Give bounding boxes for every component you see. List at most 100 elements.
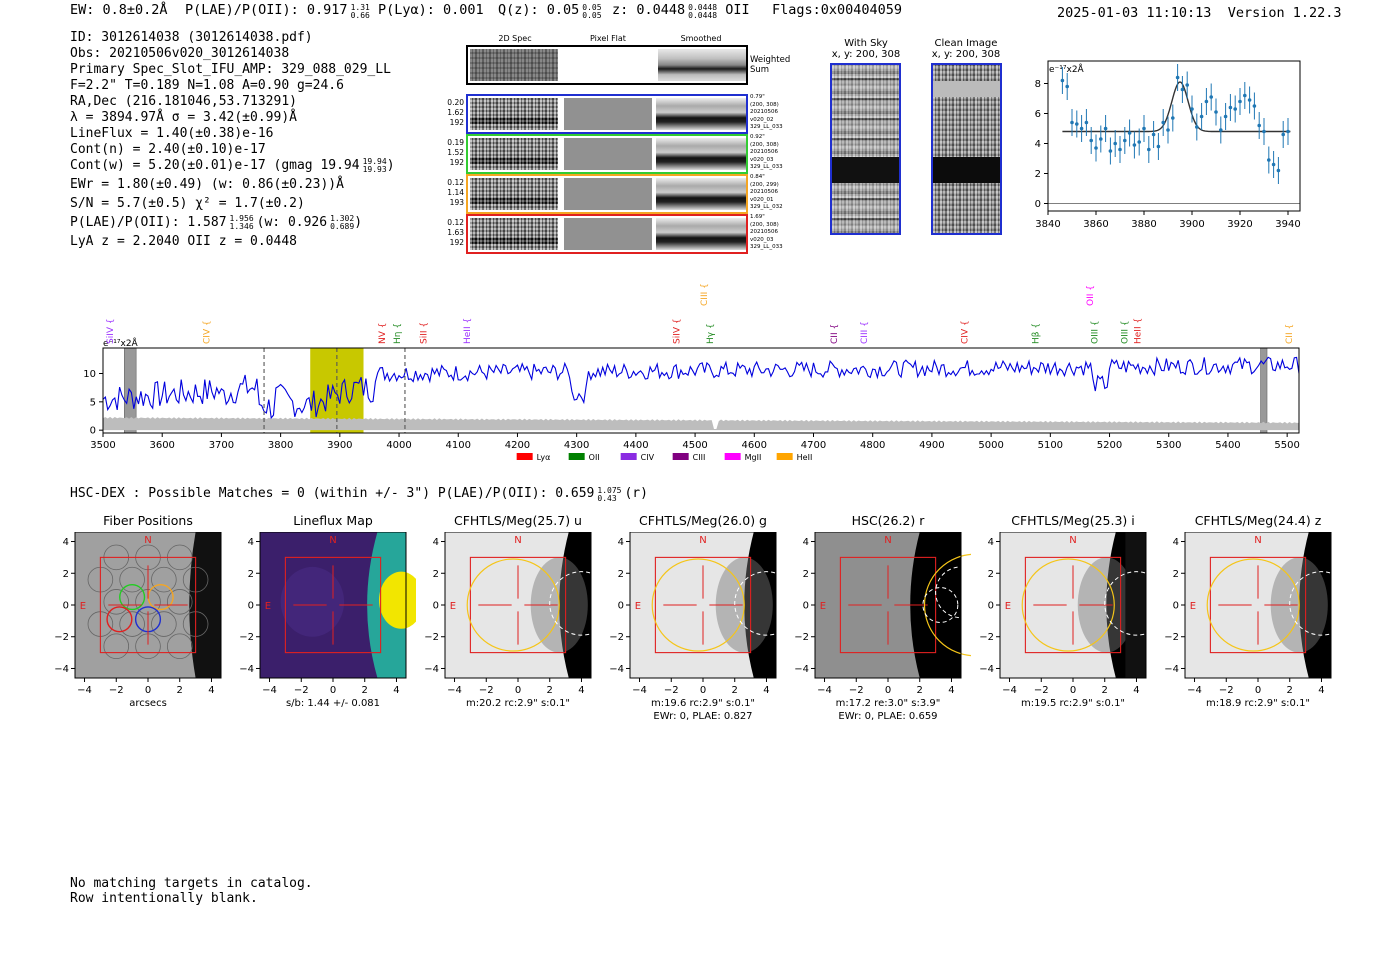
panel-xtick-label: 2 [732, 685, 738, 696]
fit-point [1281, 132, 1285, 137]
fit-point [1209, 95, 1213, 99]
cutout-right-value: 20210506 [750, 109, 778, 115]
spectral-line-text: OIII { [1091, 320, 1101, 344]
panel-g: N E 4 2 0 −2 −4 −4 −2 0 2 4 m:19.6 rc:2.9" s:0.1" EWr… [609, 532, 786, 722]
fit-point [1267, 158, 1271, 162]
panel-ytick-label: 4 [803, 537, 809, 548]
fit-point [1190, 107, 1194, 111]
neighbor-circle [935, 566, 971, 619]
fit-point [1219, 128, 1223, 132]
panel-ytick-label: −2 [979, 632, 994, 643]
header-qz: Q(z): 0.05 0.05 0.05 [498, 2, 602, 20]
cutout-row-3 [466, 174, 748, 214]
fiber-circle [166, 633, 193, 660]
cutout-right-value: (200, 308) [750, 141, 779, 148]
hsc-dex-summary: HSC-DEX : Possible Matches = 0 (within +… [70, 486, 648, 503]
panel-xtick-label: −2 [1034, 685, 1049, 696]
compass-n: N [514, 535, 521, 546]
panel-xlabel: arcsecs [129, 698, 167, 709]
spectral-line-label: CIII { [700, 283, 710, 306]
panel-bright-source [559, 532, 591, 678]
spectral-line-text: OIII { [1120, 320, 1130, 344]
panel-xtick-label: 0 [330, 685, 336, 696]
spectral-line-text: CII { [1285, 324, 1295, 344]
spectrum-xtick-label: 3900 [327, 440, 352, 451]
fit-point [1089, 138, 1093, 143]
with-sky-trace [832, 157, 899, 183]
panel-ytick-label: 2 [433, 569, 439, 580]
spectral-line-label: CIV { [203, 320, 213, 344]
panel-title-r: HSC(26.2) r [851, 513, 925, 528]
cutout-right-value: 329_LL_033 [750, 164, 783, 170]
spectral-line-label: Hβ { [1031, 323, 1041, 344]
cutout-right-labels: 1.69" (200, 308) 20210506 v020_03 329_LL_033 [750, 214, 783, 252]
cutout-right-value: (200, 308) [750, 101, 779, 108]
spectral-line-label: SiIV { [106, 318, 116, 344]
neighbor-circle [734, 571, 786, 636]
cutout-row-1 [466, 94, 748, 134]
fiber-circle [166, 589, 193, 615]
clean-band [933, 81, 1000, 97]
fit-point [1161, 120, 1165, 125]
spectrum-line [102, 356, 1300, 420]
weighted-2dspec [470, 49, 558, 81]
catalog-aperture-circle [923, 553, 971, 657]
cutout-smoothed [656, 218, 746, 250]
panel-ytick-label: −2 [54, 632, 69, 643]
panel-xtick-label: −2 [664, 685, 679, 696]
compass-e: E [450, 601, 456, 612]
panel-bright-source [189, 532, 221, 678]
panel-ytick-label: −4 [609, 664, 624, 675]
fiber-circle [119, 611, 145, 637]
cutout-left-value: 192 [449, 238, 464, 247]
spectral-line-label: SiII { [419, 322, 429, 344]
panel-xlabel: m:20.2 rc:2.9" s:0.1" [466, 698, 570, 709]
weighted-sum-label: Weighted Sum [750, 55, 791, 75]
info-fparams: F=2.2" T=0.189 N=1.08 A=0.90 g=24.6 [70, 78, 344, 93]
spectrum-xtick-label: 4400 [623, 440, 648, 451]
lineflux-peak [379, 571, 416, 629]
spectrum-xtick-label: 4800 [860, 440, 885, 451]
panel-xlabel: m:17.2 re:3.0" s:3.9" [836, 698, 941, 709]
fit-point [1185, 83, 1189, 87]
fit-point [1214, 110, 1218, 114]
info-contw: Cont(w) = 5.20(±0.01)e-17 (gmag 19.94 19.… [70, 157, 395, 174]
cutout-right-value: 20210506 [750, 149, 778, 155]
panel-ytick-label: 2 [248, 569, 254, 580]
info-lambda: λ = 3894.97Å σ = 3.42(±0.99)Å [70, 110, 297, 125]
panel-xtick-label: 0 [1255, 685, 1261, 696]
fit-point [1118, 147, 1122, 152]
spectrum-xtick-label: 4100 [446, 440, 471, 451]
panel-xtick-label: −4 [447, 685, 462, 696]
fit-point [1151, 132, 1156, 137]
spectrum-xtick-label: 4600 [742, 440, 767, 451]
compass-e: E [820, 601, 826, 612]
clean-image-title: Clean Image x, y: 200, 308 [931, 38, 1001, 60]
spectral-line-label: CII { [1285, 324, 1295, 344]
fit-ytick-label: 0 [1035, 199, 1041, 210]
neighbor-circle [922, 587, 959, 623]
panel-ytick-label: −2 [609, 632, 624, 643]
panel-title-i: CFHTLS/Meg(25.3) i [1011, 513, 1135, 528]
cutout-right-value: v020_01 [750, 196, 774, 203]
cutout-right-value: 20210506 [750, 229, 778, 235]
fit-point [1156, 144, 1161, 149]
fit-point [1079, 126, 1084, 131]
fit-point [1199, 114, 1204, 119]
compass-e: E [80, 601, 86, 612]
aperture-box [469, 556, 567, 654]
spectral-line-label: CIV { [960, 320, 970, 344]
panel-ytick-label: 2 [1173, 569, 1179, 580]
header-plae: P(LAE)/P(OII): 0.917 1.31 0.66 [185, 2, 370, 20]
panel-xlabel: m:19.5 rc:2.9" s:0.1" [1021, 698, 1125, 709]
cutout-left-value: 193 [449, 198, 464, 207]
panel-xtick-label: 2 [177, 685, 183, 696]
fit-point [1228, 105, 1233, 110]
cutout-right-value: 20210506 [750, 189, 778, 195]
compass-e: E [1005, 601, 1011, 612]
cutout-left-value: 1.52 [447, 148, 464, 157]
neighbor-circle [1289, 571, 1341, 636]
cutout-left-value: 1.14 [447, 188, 464, 197]
cutout-right-labels: 0.92" (200, 308) 20210506 v020_03 329_LL_033 [750, 134, 783, 172]
spectrum-error-floor [103, 416, 1299, 431]
